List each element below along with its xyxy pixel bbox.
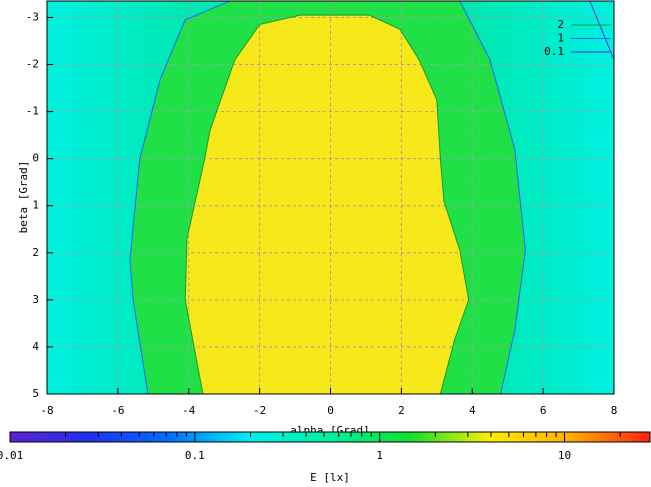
colorbar-tick-label: 10 bbox=[558, 449, 571, 462]
colorbar bbox=[9, 431, 651, 443]
x-tick-label: -6 bbox=[111, 404, 124, 417]
y-tick-label: 3 bbox=[32, 293, 39, 306]
x-tick-label: 0 bbox=[327, 404, 334, 417]
contour-line bbox=[589, 1, 614, 61]
x-tick-label: 8 bbox=[611, 404, 618, 417]
contour-line bbox=[129, 1, 526, 394]
colorbar-tick-label: 0.1 bbox=[185, 449, 205, 462]
y-tick-label: 4 bbox=[32, 340, 39, 353]
legend-label: 1 bbox=[557, 32, 564, 45]
x-tick-label: 4 bbox=[469, 404, 476, 417]
x-tick-label: 6 bbox=[540, 404, 547, 417]
x-tick-label: -2 bbox=[253, 404, 266, 417]
x-tick-label: 2 bbox=[398, 404, 405, 417]
colorbar-tick-label: 0.01 bbox=[0, 449, 23, 462]
y-tick-label: -1 bbox=[26, 105, 39, 118]
y-tick-label: -2 bbox=[26, 58, 39, 71]
x-tick-label: -8 bbox=[40, 404, 53, 417]
x-tick-label: -4 bbox=[182, 404, 196, 417]
contour-fill bbox=[185, 15, 469, 394]
colorbar-tick-label: 1 bbox=[376, 449, 383, 462]
colorbar-label: E [lx] bbox=[310, 471, 350, 483]
contour-line bbox=[184, 14, 470, 394]
y-tick-label: 5 bbox=[32, 387, 39, 400]
y-axis-label: beta [Grad] bbox=[17, 161, 30, 234]
y-tick-label: 0 bbox=[32, 152, 39, 165]
y-tick-label: 1 bbox=[32, 199, 39, 212]
y-tick-label: 2 bbox=[32, 246, 39, 259]
legend-label: 2 bbox=[557, 18, 564, 31]
legend-label: 0.1 bbox=[544, 45, 564, 58]
y-tick-label: -3 bbox=[26, 10, 39, 23]
